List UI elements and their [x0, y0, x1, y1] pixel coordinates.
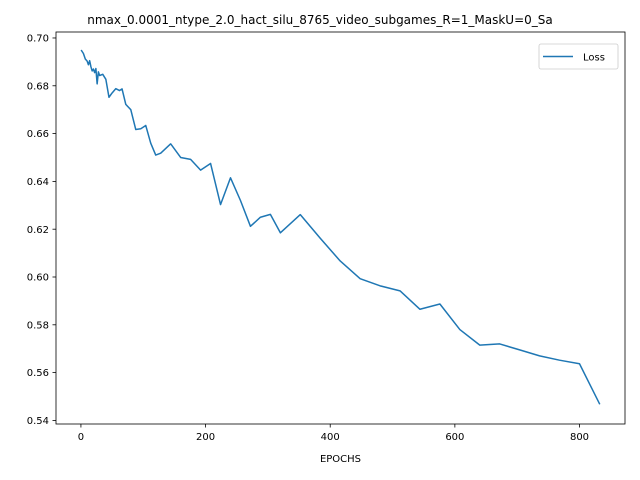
x-tick-label: 200 [196, 432, 215, 443]
y-tick-label: 0.70 [27, 34, 49, 45]
plot-area [80, 49, 601, 405]
x-axis-label: EPOCHS [320, 454, 361, 465]
y-tick-label: 0.54 [27, 416, 49, 427]
legend-label-loss: Loss [583, 53, 605, 64]
x-tick-label: 400 [321, 432, 340, 443]
y-axis: 0.54 0.56 0.58 0.60 0.62 0.64 0.66 0.68 0.70 [27, 34, 56, 427]
x-tick-label: 600 [445, 432, 464, 443]
legend: Loss [538, 43, 619, 70]
y-tick-label: 0.64 [27, 177, 49, 188]
x-axis: 0 200 400 600 800 [78, 424, 589, 443]
x-tick-label: 800 [570, 432, 589, 443]
x-tick-label: 0 [78, 432, 84, 443]
y-tick-label: 0.66 [27, 129, 49, 140]
y-tick-label: 0.62 [27, 225, 49, 236]
series-line-loss [80, 49, 601, 405]
legend-box [538, 43, 619, 70]
y-tick-label: 0.60 [27, 273, 49, 284]
y-tick-label: 0.68 [27, 81, 49, 92]
y-tick-label: 0.56 [27, 368, 49, 379]
plot-frame [55, 31, 626, 425]
y-tick-label: 0.58 [27, 320, 49, 331]
chart-title: nmax_0.0001_ntype_2.0_hact_silu_8765_vid… [87, 13, 553, 27]
